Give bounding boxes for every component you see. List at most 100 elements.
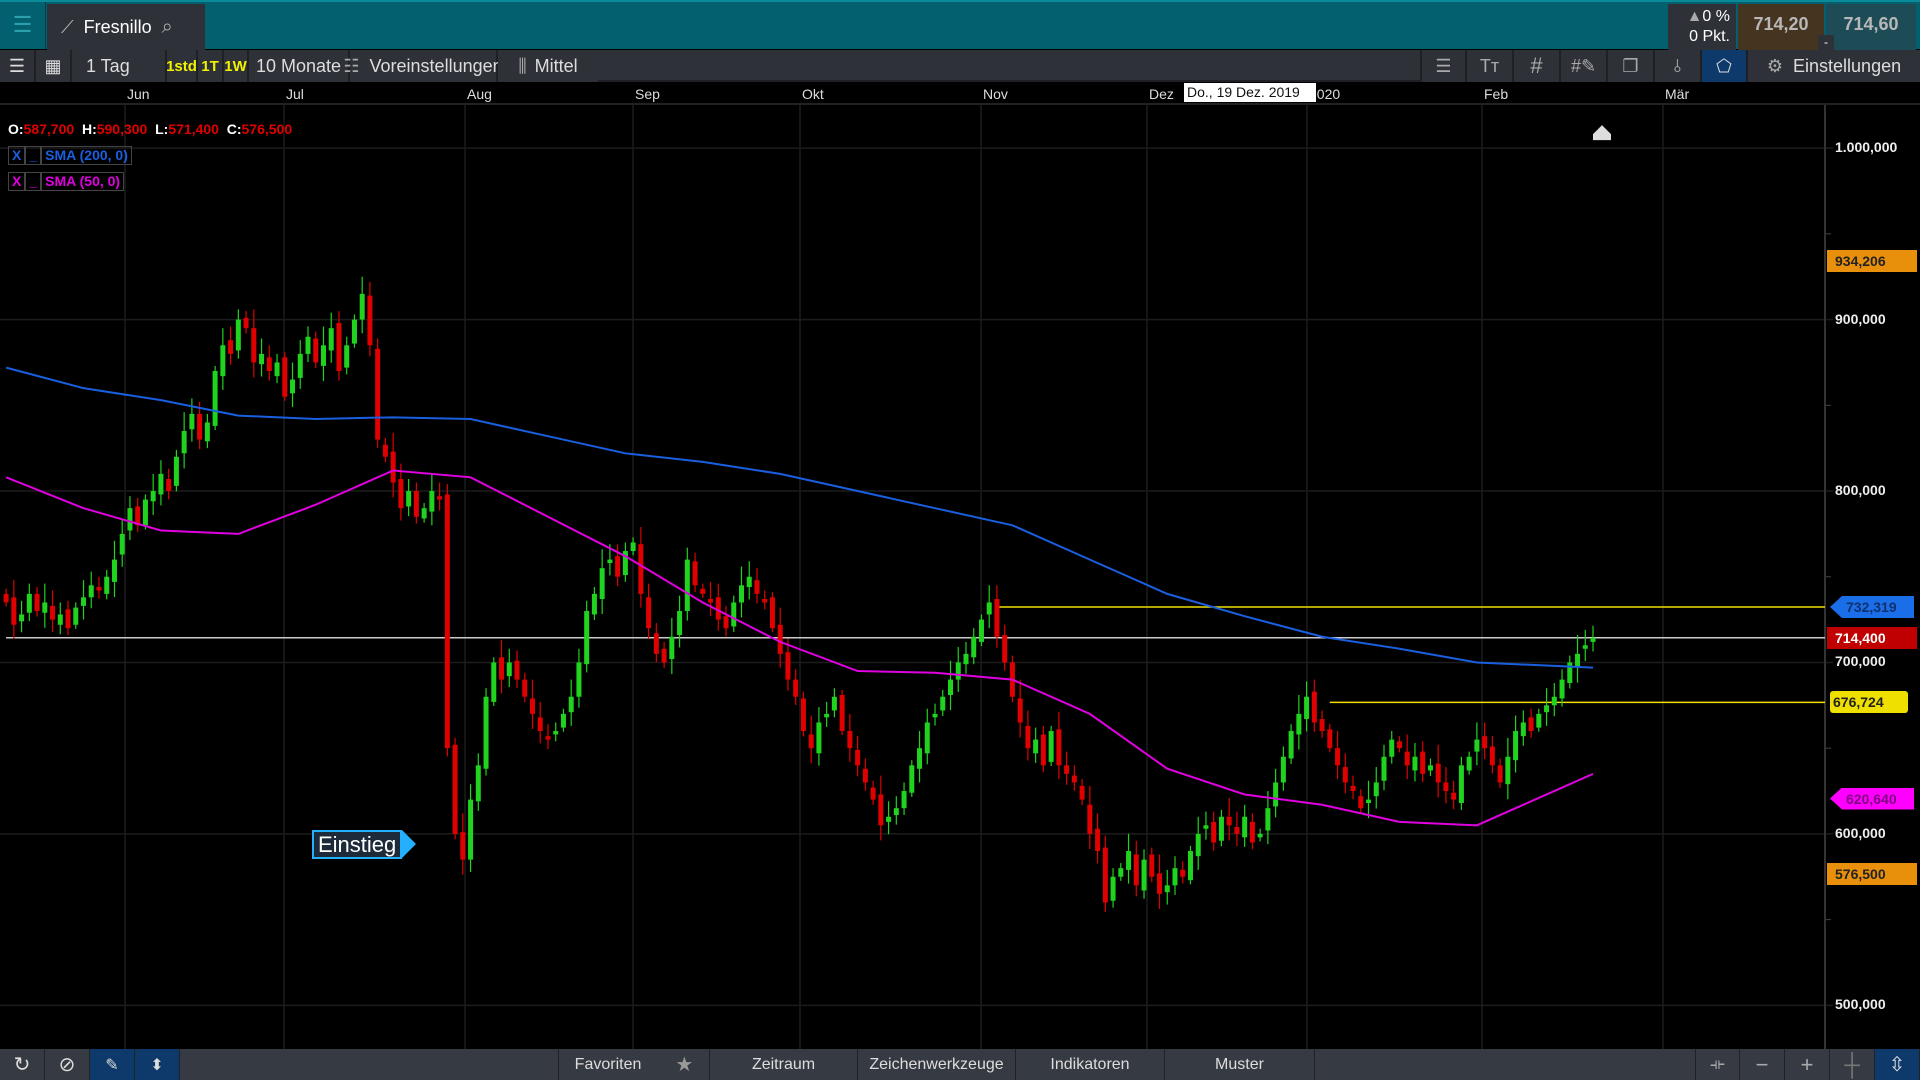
list-icon[interactable]: ☰ bbox=[0, 50, 36, 82]
candle-body bbox=[142, 499, 148, 526]
star-icon: ★ bbox=[675, 1054, 694, 1076]
sort-arrows-icon[interactable]: ⬍ bbox=[135, 1049, 180, 1080]
candle-body bbox=[398, 479, 404, 509]
menu-icon[interactable]: ☰ bbox=[0, 2, 46, 49]
entry-marker[interactable]: Einstieg bbox=[312, 830, 417, 859]
expand-vertical-icon[interactable]: ⇳ bbox=[1875, 1049, 1920, 1080]
candle-body bbox=[1342, 767, 1348, 783]
windows-icon[interactable]: ❐ bbox=[1608, 50, 1655, 82]
tab-indikatoren[interactable]: Indikatoren bbox=[1016, 1049, 1165, 1080]
candle-marker-icon[interactable]: ⫰ bbox=[1655, 50, 1702, 82]
grid-icon[interactable]: # bbox=[1514, 50, 1561, 82]
date-axis: Jun Jul Aug Sep Okt Nov Dez 2020 Feb Mär bbox=[0, 83, 1920, 105]
price-tag-icon[interactable]: ⬠ bbox=[1702, 50, 1748, 82]
pencil-icon[interactable]: ✎ bbox=[90, 1049, 135, 1080]
candle-body bbox=[1203, 825, 1209, 829]
candle-body bbox=[777, 624, 783, 654]
candle-body bbox=[1404, 751, 1410, 766]
candle-body bbox=[847, 731, 853, 749]
tab-zeitraum[interactable]: Zeitraum bbox=[710, 1049, 858, 1080]
candles-icon: ⫼ bbox=[518, 55, 527, 76]
candle-body bbox=[3, 593, 9, 603]
candle-body bbox=[19, 614, 25, 622]
chart-type-button[interactable]: ⫼ Mittel bbox=[498, 50, 598, 82]
settings-button[interactable]: ⚙ Einstellungen bbox=[1748, 50, 1920, 82]
candle-body bbox=[1280, 756, 1286, 783]
low-label: L: bbox=[155, 121, 169, 137]
candle-body bbox=[692, 561, 698, 586]
candle-body bbox=[793, 679, 799, 697]
line-style-icon[interactable]: _ bbox=[25, 172, 42, 191]
candle-body bbox=[615, 556, 621, 577]
high-value: 590,300 bbox=[96, 121, 148, 137]
candle-body bbox=[1102, 847, 1108, 903]
refresh-icon[interactable]: ↻ bbox=[0, 1049, 45, 1080]
grid-color-icon[interactable]: #✎ bbox=[1561, 50, 1608, 82]
instrument-tab[interactable]: ⟋ Fresnillo ⌕ bbox=[47, 4, 205, 51]
sma-200-badge[interactable]: X _ SMA (200, 0) bbox=[8, 146, 132, 165]
candle-body bbox=[266, 357, 272, 372]
candle-body bbox=[824, 713, 830, 718]
candle-body bbox=[1536, 713, 1542, 728]
candle-body bbox=[622, 551, 628, 576]
remove-indicator-icon[interactable]: X bbox=[8, 146, 26, 165]
sma-50-badge[interactable]: X _ SMA (50, 0) bbox=[8, 172, 125, 191]
candle-body bbox=[1095, 828, 1101, 852]
candle-body bbox=[81, 597, 87, 606]
ban-icon[interactable]: ⊘ bbox=[45, 1049, 90, 1080]
candle-body bbox=[839, 695, 845, 732]
candle-body bbox=[762, 599, 768, 603]
remove-indicator-icon[interactable]: X bbox=[8, 172, 26, 191]
bid-button[interactable]: 714,20 bbox=[1738, 4, 1824, 50]
scale-icon[interactable]: ☰ bbox=[1420, 50, 1467, 82]
price-tag: 576,500 bbox=[1827, 863, 1917, 886]
change-box: ▲0 % 0 Pkt. bbox=[1668, 4, 1736, 50]
quick-1t[interactable]: 1T bbox=[198, 50, 224, 82]
fit-icon[interactable]: ⟛ bbox=[1695, 1049, 1740, 1080]
price-chart[interactable] bbox=[0, 105, 1920, 1049]
indicator-name[interactable]: SMA (200, 0) bbox=[41, 146, 132, 165]
zoom-out-icon[interactable]: − bbox=[1740, 1049, 1785, 1080]
quick-1std[interactable]: 1std bbox=[166, 50, 198, 82]
candle-body bbox=[909, 765, 915, 793]
candle-body bbox=[344, 345, 350, 368]
candle-body bbox=[42, 602, 48, 613]
candle-body bbox=[1040, 734, 1046, 766]
candle-body bbox=[320, 345, 326, 366]
tab-favoriten[interactable]: Favoriten ★ bbox=[558, 1049, 710, 1080]
candle-body bbox=[251, 328, 257, 363]
spread-toggle[interactable]: - bbox=[1818, 35, 1834, 51]
indicator-name[interactable]: SMA (50, 0) bbox=[41, 172, 125, 191]
price-tick-label: 1.000,000 bbox=[1835, 139, 1898, 156]
line-style-icon[interactable]: _ bbox=[25, 146, 42, 165]
candle-body bbox=[1195, 833, 1201, 857]
candle-body bbox=[901, 791, 907, 809]
tab-zeichenwerkzeuge[interactable]: Zeichenwerkzeuge bbox=[858, 1049, 1016, 1080]
candle-body bbox=[1582, 645, 1588, 649]
candle-body bbox=[808, 734, 814, 749]
candle-body bbox=[452, 744, 458, 834]
zoom-in-icon[interactable]: + bbox=[1785, 1049, 1830, 1080]
crosshair-icon[interactable]: ┼ bbox=[1830, 1049, 1875, 1080]
search-icon[interactable]: ⌕ bbox=[161, 16, 173, 38]
candle-body bbox=[328, 328, 334, 351]
candle-body bbox=[940, 696, 946, 711]
ask-button[interactable]: 714,60 bbox=[1826, 4, 1916, 50]
interval-select[interactable]: 1 Tag bbox=[72, 50, 167, 82]
quick-1w[interactable]: 1W bbox=[224, 50, 249, 82]
text-size-icon[interactable]: Tт bbox=[1467, 50, 1514, 82]
candle-body bbox=[1157, 873, 1163, 894]
presets-button[interactable]: ☷ Voreinstellungen bbox=[343, 50, 503, 82]
price-tick-label: 600,000 bbox=[1835, 824, 1886, 841]
range-select[interactable]: 10 Monate bbox=[249, 50, 350, 82]
tab-muster[interactable]: Muster bbox=[1165, 1049, 1315, 1080]
candle-body bbox=[1079, 785, 1085, 800]
candle-body bbox=[630, 542, 636, 552]
instrument-name: Fresnillo bbox=[83, 17, 152, 37]
candle-body bbox=[259, 353, 265, 365]
candle-body bbox=[150, 491, 156, 502]
candle-body bbox=[646, 597, 652, 629]
candle-body bbox=[1234, 827, 1240, 834]
date-label: 2020 bbox=[1309, 86, 1341, 102]
layout-icon[interactable]: ▦ bbox=[36, 50, 72, 82]
